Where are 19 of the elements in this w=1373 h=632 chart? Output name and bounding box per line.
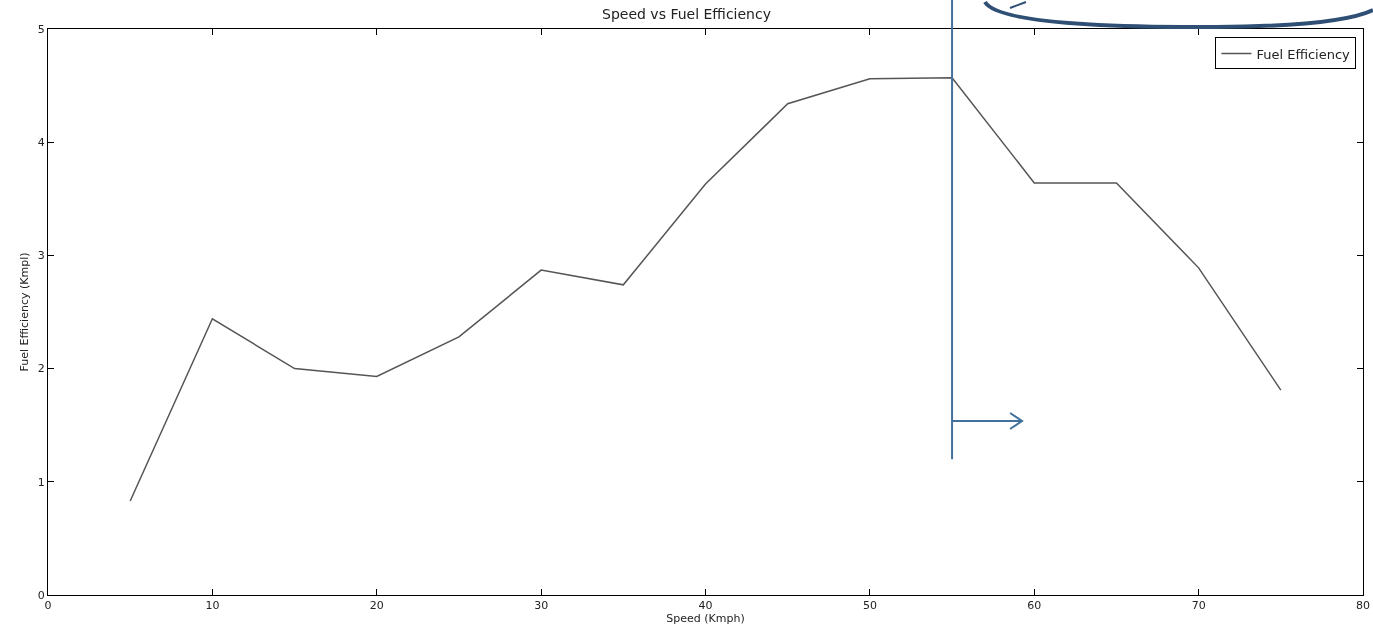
- x-tick-label: 60: [1027, 599, 1042, 613]
- line-series: [129, 76, 1282, 502]
- x-tick-label: 70: [1191, 599, 1206, 613]
- y-tick-label: 1: [37, 475, 45, 489]
- x-tick-label: 10: [205, 599, 220, 613]
- y-tick-label: 5: [37, 22, 45, 36]
- y-tick-label: 3: [37, 249, 45, 263]
- x-tick-label: 30: [534, 599, 549, 613]
- y-axis-title: Fuel Efficiency (Kmpl): [18, 252, 32, 372]
- x-axis-title: Speed (Kmph): [666, 612, 745, 626]
- chart-title: Speed vs Fuel Efficiency: [602, 6, 771, 23]
- y-tick-label: 2: [37, 362, 45, 376]
- y-tick-label: 0: [37, 588, 45, 602]
- legend-label: Fuel Efficiency: [1256, 46, 1351, 62]
- x-tick-label: 80: [1356, 599, 1370, 613]
- x-tick-label: 50: [862, 599, 877, 613]
- x-tick-label: 40: [698, 599, 713, 613]
- y-tick-label: 4: [37, 136, 45, 150]
- x-tick-label: 20: [369, 599, 384, 613]
